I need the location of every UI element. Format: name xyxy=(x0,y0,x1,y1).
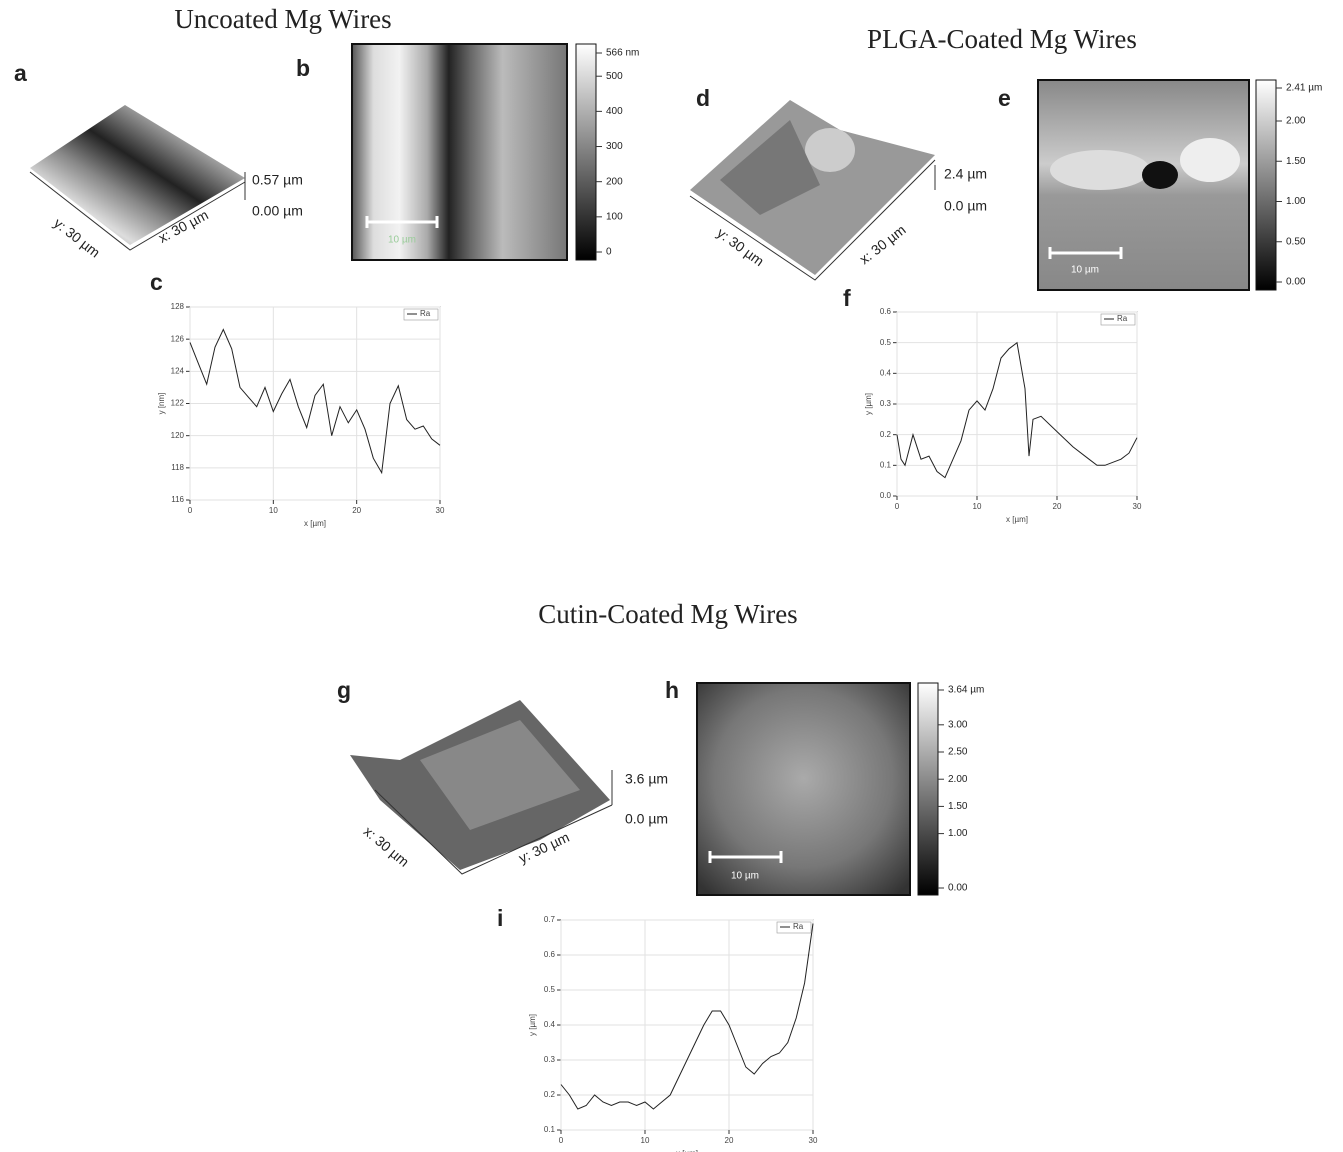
panel-label: h xyxy=(665,677,679,703)
colorbar-tick-label: 1.00 xyxy=(948,828,968,839)
y-tick-label: 0.3 xyxy=(880,399,892,408)
colorbar-tick-label: 2.41 µm xyxy=(1286,83,1322,94)
z-label: 0.0 µm xyxy=(944,198,987,214)
axis-label: x: 30 µm xyxy=(856,221,908,267)
y-axis-label: y [µm] xyxy=(528,1014,537,1036)
colorbar-tick-label: 566 nm xyxy=(606,48,639,59)
x-tick-label: 20 xyxy=(352,506,361,515)
figure: Uncoated Mg Wires PLGA-Coated Mg Wires C… xyxy=(0,0,1343,1152)
legend-label: Ra xyxy=(1117,314,1128,323)
x-tick-label: 20 xyxy=(725,1136,734,1145)
y-tick-label: 0.2 xyxy=(880,430,892,439)
y-tick-label: 0.7 xyxy=(544,915,556,924)
x-tick-label: 30 xyxy=(436,506,445,515)
y-tick-label: 0.5 xyxy=(544,985,556,994)
section-title: Uncoated Mg Wires xyxy=(174,4,391,34)
colorbar-tick-label: 3.00 xyxy=(948,719,968,730)
y-tick-label: 116 xyxy=(171,495,184,504)
scale-bar-label: 10 µm xyxy=(731,871,759,882)
profile-line xyxy=(561,924,813,1110)
afm-image xyxy=(352,44,567,260)
surface-feature xyxy=(805,128,855,172)
surface-feature xyxy=(1180,138,1240,182)
scale-bar-label: 10 µm xyxy=(388,235,416,246)
colorbar-tick-label: 0.00 xyxy=(1286,277,1306,288)
colorbar xyxy=(1256,80,1276,290)
y-tick-label: 0.4 xyxy=(544,1020,556,1029)
y-tick-label: 0.5 xyxy=(880,338,892,347)
panel-label: g xyxy=(337,677,351,703)
y-tick-label: 118 xyxy=(171,463,184,472)
z-label: 0.00 µm xyxy=(252,203,303,219)
colorbar-tick-label: 0 xyxy=(606,247,612,258)
colorbar-tick-label: 3.64 µm xyxy=(948,685,984,696)
section-title: PLGA-Coated Mg Wires xyxy=(867,24,1137,54)
z-label: 3.6 µm xyxy=(625,771,668,787)
colorbar xyxy=(576,44,596,260)
legend-label: Ra xyxy=(420,309,431,318)
panel-label: f xyxy=(843,285,851,311)
panel-label: c xyxy=(150,269,163,295)
colorbar-tick-label: 2.50 xyxy=(948,747,968,758)
y-tick-label: 128 xyxy=(171,302,185,311)
afm-image xyxy=(697,683,910,895)
x-tick-label: 10 xyxy=(269,506,278,515)
y-tick-label: 0.0 xyxy=(880,491,892,500)
panel-label: i xyxy=(497,905,503,931)
axis-label: x: 30 µm xyxy=(361,823,413,870)
colorbar-tick-label: 1.00 xyxy=(1286,196,1306,207)
profile-line xyxy=(897,343,1137,478)
x-axis-label: x [µm] xyxy=(1006,515,1028,524)
x-tick-label: 0 xyxy=(559,1136,564,1145)
y-axis-label: y [µm] xyxy=(864,393,873,415)
colorbar-tick-label: 0.00 xyxy=(948,883,968,894)
colorbar-tick-label: 500 xyxy=(606,71,623,82)
scale-bar-label: 10 µm xyxy=(1071,265,1099,276)
surface-feature xyxy=(1142,161,1178,189)
panel-label: a xyxy=(14,60,27,86)
colorbar-tick-label: 100 xyxy=(606,211,623,222)
colorbar-tick-label: 300 xyxy=(606,141,623,152)
panel-label: e xyxy=(998,85,1011,111)
surface-feature xyxy=(1050,150,1150,190)
y-axis-label: y [nm] xyxy=(157,393,166,415)
z-label: 0.57 µm xyxy=(252,172,303,188)
colorbar-tick-label: 0.50 xyxy=(1286,236,1306,247)
colorbar-tick-label: 1.50 xyxy=(948,801,968,812)
panel-label: b xyxy=(296,55,310,81)
section-title: Cutin-Coated Mg Wires xyxy=(538,599,797,629)
y-tick-label: 0.3 xyxy=(544,1055,556,1064)
z-label: 2.4 µm xyxy=(944,166,987,182)
colorbar-tick-label: 200 xyxy=(606,176,623,187)
x-tick-label: 20 xyxy=(1053,502,1062,511)
x-axis-label: x [µm] xyxy=(304,519,326,528)
x-tick-label: 10 xyxy=(641,1136,650,1145)
x-tick-label: 0 xyxy=(188,506,193,515)
axis-label: y: 30 µm xyxy=(51,215,103,261)
y-tick-label: 124 xyxy=(171,366,185,375)
y-tick-label: 0.1 xyxy=(544,1125,556,1134)
profile-line xyxy=(190,330,440,473)
y-tick-label: 120 xyxy=(171,431,185,440)
y-tick-label: 126 xyxy=(171,334,185,343)
y-tick-label: 0.6 xyxy=(880,307,892,316)
z-label: 0.0 µm xyxy=(625,811,668,827)
panel-label: d xyxy=(696,85,710,111)
x-tick-label: 10 xyxy=(973,502,982,511)
x-tick-label: 30 xyxy=(1133,502,1142,511)
legend-label: Ra xyxy=(793,922,804,931)
colorbar-tick-label: 2.00 xyxy=(948,774,968,785)
y-tick-label: 122 xyxy=(171,399,185,408)
colorbar-tick-label: 400 xyxy=(606,106,623,117)
y-tick-label: 0.2 xyxy=(544,1090,556,1099)
y-tick-label: 0.1 xyxy=(880,460,892,469)
y-tick-label: 0.4 xyxy=(880,368,892,377)
x-tick-label: 0 xyxy=(895,502,900,511)
colorbar-tick-label: 1.50 xyxy=(1286,156,1306,167)
x-tick-label: 30 xyxy=(809,1136,818,1145)
colorbar xyxy=(918,683,938,895)
colorbar-tick-label: 2.00 xyxy=(1286,116,1306,127)
y-tick-label: 0.6 xyxy=(544,950,556,959)
